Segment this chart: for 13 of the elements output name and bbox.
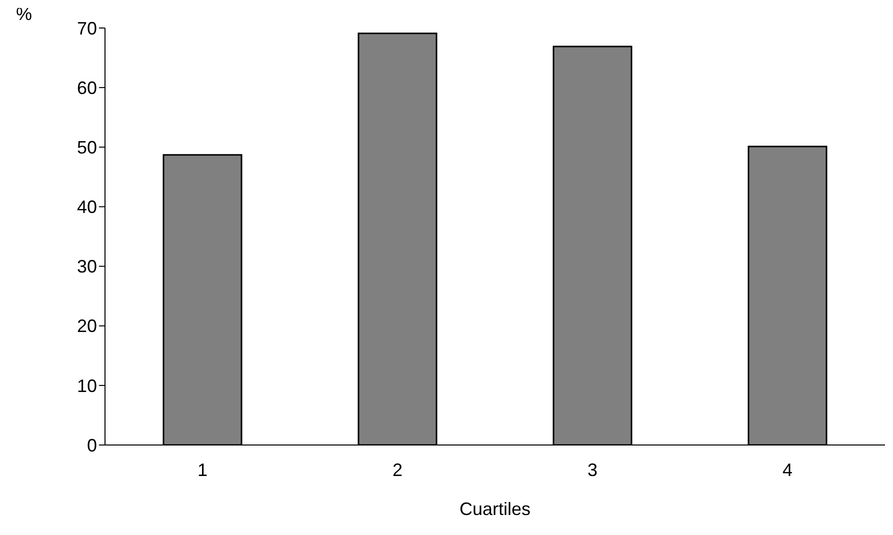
x-tick-label: 4 [782,460,793,480]
y-tick-label: 10 [76,376,97,396]
y-tick-label: 0 [86,435,97,456]
x-tick-label: 2 [392,460,403,480]
y-tick-label: 60 [76,78,97,98]
y-tick-label: 40 [76,197,97,218]
y-tick-label: 70 [76,18,97,38]
x-tick-label: 3 [587,460,598,480]
y-tick-label: 20 [76,316,97,336]
y-tick-label: 30 [76,256,97,277]
x-axis-title: Cuartiles [459,499,531,519]
y-tick-label: 50 [76,138,97,158]
x-tick-label: 1 [197,460,208,480]
